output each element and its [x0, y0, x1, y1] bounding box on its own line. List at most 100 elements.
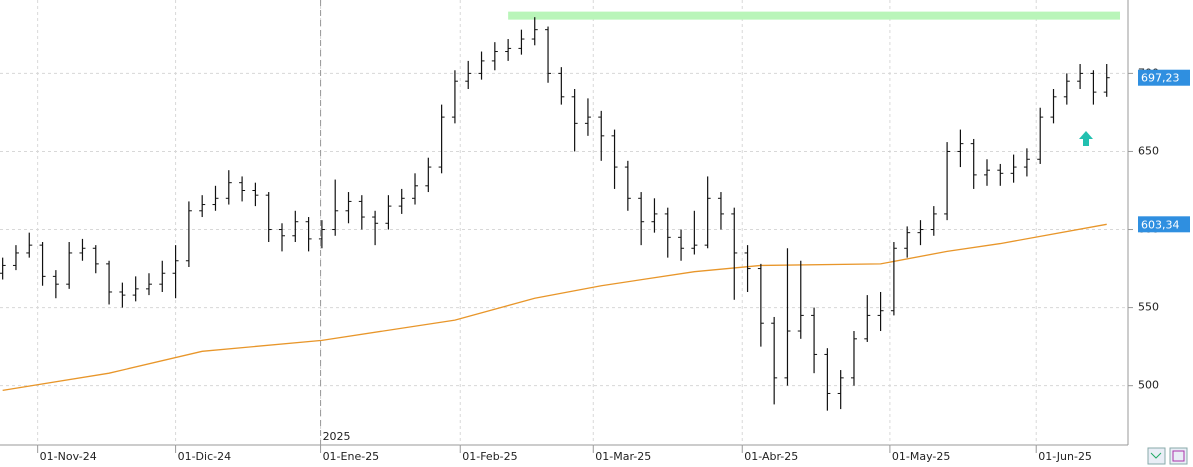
ohlc-bar	[505, 39, 512, 61]
x-tick-label: 01-Nov-24	[40, 450, 97, 463]
price-tag-label: 603,34	[1141, 218, 1180, 231]
ohlc-bar	[478, 51, 485, 80]
ohlc-bar	[584, 98, 591, 136]
ohlc-bar	[558, 67, 565, 105]
x-tick-label: 01-Dic-24	[178, 450, 232, 463]
ohlc-bar	[1063, 73, 1070, 105]
ohlc-bar	[372, 210, 379, 246]
ohlc-bar	[1050, 89, 1057, 124]
ohlc-bar	[318, 220, 325, 249]
ohlc-bar	[877, 291, 884, 332]
ohlc-bar	[119, 282, 126, 308]
ohlc-bar	[398, 188, 405, 214]
ohlc-bar	[704, 176, 711, 249]
ohlc-bar	[824, 348, 831, 411]
ohlc-bar	[279, 223, 285, 252]
ohlc-bar	[1023, 148, 1030, 177]
ohlc-bar	[545, 26, 552, 83]
ohlc-bar	[132, 276, 139, 302]
ohlc-bar	[784, 248, 791, 386]
y-tick-label: 650	[1138, 144, 1159, 157]
ohlc-bar	[252, 182, 259, 207]
ohlc-bar	[79, 238, 86, 261]
ohlc-bar	[172, 245, 179, 299]
ohlc-bar	[1037, 107, 1044, 164]
collapse-button[interactable]	[1147, 447, 1166, 465]
ohlc-bar	[412, 173, 419, 205]
ohlc-bar	[850, 331, 857, 386]
x-tick-label: 01-Abr-25	[744, 450, 798, 463]
ohlc-bar	[358, 195, 365, 230]
price-tag	[1138, 69, 1190, 86]
ohlc-bar	[930, 206, 937, 236]
ohlc-bar	[185, 201, 192, 267]
ohlc-bar	[944, 142, 951, 221]
ohlc-bar	[664, 207, 671, 258]
ohlc-bar	[465, 60, 472, 89]
ohlc-bar	[212, 185, 219, 211]
ohlc-bar	[92, 245, 99, 274]
ohlc-bar	[957, 129, 964, 168]
ohlc-bar	[638, 192, 645, 246]
ohlc-bar	[598, 110, 605, 161]
ohlc-bar	[997, 163, 1004, 186]
ohlc-bar	[678, 229, 685, 261]
ohlc-bar	[332, 179, 339, 236]
ohlc-bar	[305, 217, 312, 252]
ohlc-bar	[26, 232, 33, 258]
x-tick-label: 01-Ene-25	[323, 450, 380, 463]
ohlc-bar	[624, 160, 631, 211]
ohlc-bar	[145, 273, 152, 296]
ohlc-bar	[385, 195, 392, 230]
ohlc-bar	[52, 270, 59, 299]
save-icon	[1172, 450, 1185, 462]
x-tick-label: 01-Mar-25	[595, 450, 651, 463]
collapse-icon	[1150, 452, 1162, 459]
ohlc-bar	[159, 260, 166, 292]
save-button[interactable]	[1169, 447, 1188, 465]
ohlc-bar	[717, 192, 724, 230]
ohlc-bar	[984, 159, 990, 186]
up-arrow	[1079, 131, 1093, 146]
x-tick-label: 01-May-25	[892, 450, 950, 463]
price-tag-label: 697,23	[1141, 72, 1180, 85]
ohlc-bar	[1077, 64, 1084, 89]
ohlc-bar	[225, 170, 232, 205]
y-tick-label: 550	[1138, 301, 1159, 314]
ohlc-bar	[1010, 154, 1017, 183]
ohlc-bar	[292, 210, 299, 243]
ohlc-bar	[0, 257, 6, 280]
ohlc-bar	[837, 370, 844, 410]
ohlc-bar	[691, 210, 698, 255]
ohlc-bar	[864, 295, 871, 342]
ohlc-bar	[571, 89, 578, 152]
ohlc-bar	[731, 207, 738, 300]
year-label: 2025	[323, 430, 351, 443]
ohlc-bar	[904, 226, 911, 258]
x-tick-label: 01-Jun-25	[1038, 450, 1092, 463]
ohlc-bar	[757, 263, 764, 347]
ohlc-bar	[970, 138, 977, 189]
ohlc-bar	[66, 242, 73, 289]
ohlc-bar	[744, 245, 751, 292]
ohlc-bar	[106, 260, 113, 305]
moving-average	[2, 223, 1107, 391]
ohlc-bar	[39, 242, 46, 286]
ohlc-bar	[265, 192, 272, 243]
ohlc-bar	[438, 104, 445, 174]
ohlc-bar	[451, 70, 458, 124]
y-tick-label: 500	[1138, 379, 1159, 392]
price-tag	[1138, 216, 1190, 233]
ohlc-bar	[917, 220, 924, 246]
ohlc-bar	[531, 17, 538, 46]
ohlc-bar	[518, 29, 525, 55]
ohlc-bar	[491, 42, 498, 71]
ohlc-bar	[12, 245, 19, 271]
ohlc-bar	[611, 129, 618, 189]
x-tick-label: 01-Feb-25	[462, 450, 517, 463]
y-tick-label: 750	[1138, 0, 1159, 1]
ohlc-bar	[1090, 70, 1097, 105]
ohlc-bar	[811, 307, 818, 374]
